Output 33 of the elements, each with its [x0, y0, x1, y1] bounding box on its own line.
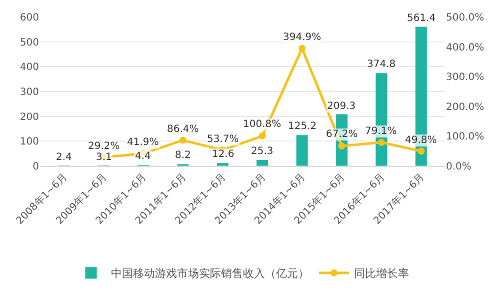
y2-tick-label: 0.0%: [446, 162, 472, 172]
data-label: 561.4: [407, 13, 436, 24]
data-label: 29.2%: [88, 141, 120, 152]
data-label: 25.3: [251, 146, 274, 157]
y2-tick-label: 300.0%: [446, 72, 484, 84]
data-label: 79.1%: [365, 126, 397, 137]
y-tick-label: 100: [20, 136, 39, 148]
y-tick-label: 500: [20, 37, 39, 48]
data-label: 209.3: [327, 101, 356, 112]
data-label: 86.4%: [167, 124, 199, 135]
data-label: 53.7%: [207, 134, 239, 145]
data-label: 100.8%: [243, 119, 282, 130]
data-label: 394.9%: [283, 32, 322, 43]
legend-label: 同比增长率: [354, 267, 409, 280]
data-label: 4.4: [135, 151, 151, 162]
y2-tick-label: 500.0%: [446, 12, 484, 24]
y2-tick-label: 100.0%: [446, 132, 484, 143]
y-tick-label: 0: [32, 162, 39, 172]
data-label: 12.6: [212, 149, 234, 160]
data-label: 67.2%: [326, 129, 358, 140]
y-tick-label: 200: [20, 112, 39, 123]
y-tick-label: 600: [20, 12, 39, 24]
y2-tick-label: 400.0%: [446, 42, 484, 54]
data-label: 2.4: [56, 152, 72, 163]
data-label: 41.9%: [127, 137, 159, 148]
data-label: 49.8%: [405, 135, 437, 146]
legend-label: 中国移动游戏市场实际销售收入（亿元）: [111, 267, 309, 280]
y-tick-label: 400: [20, 62, 39, 74]
y2-tick-label: 200.0%: [446, 102, 484, 113]
data-label: 8.2: [175, 150, 191, 161]
data-label: 374.8: [367, 59, 396, 70]
y-tick-label: 300: [20, 87, 39, 98]
data-label: 125.2: [288, 121, 317, 132]
